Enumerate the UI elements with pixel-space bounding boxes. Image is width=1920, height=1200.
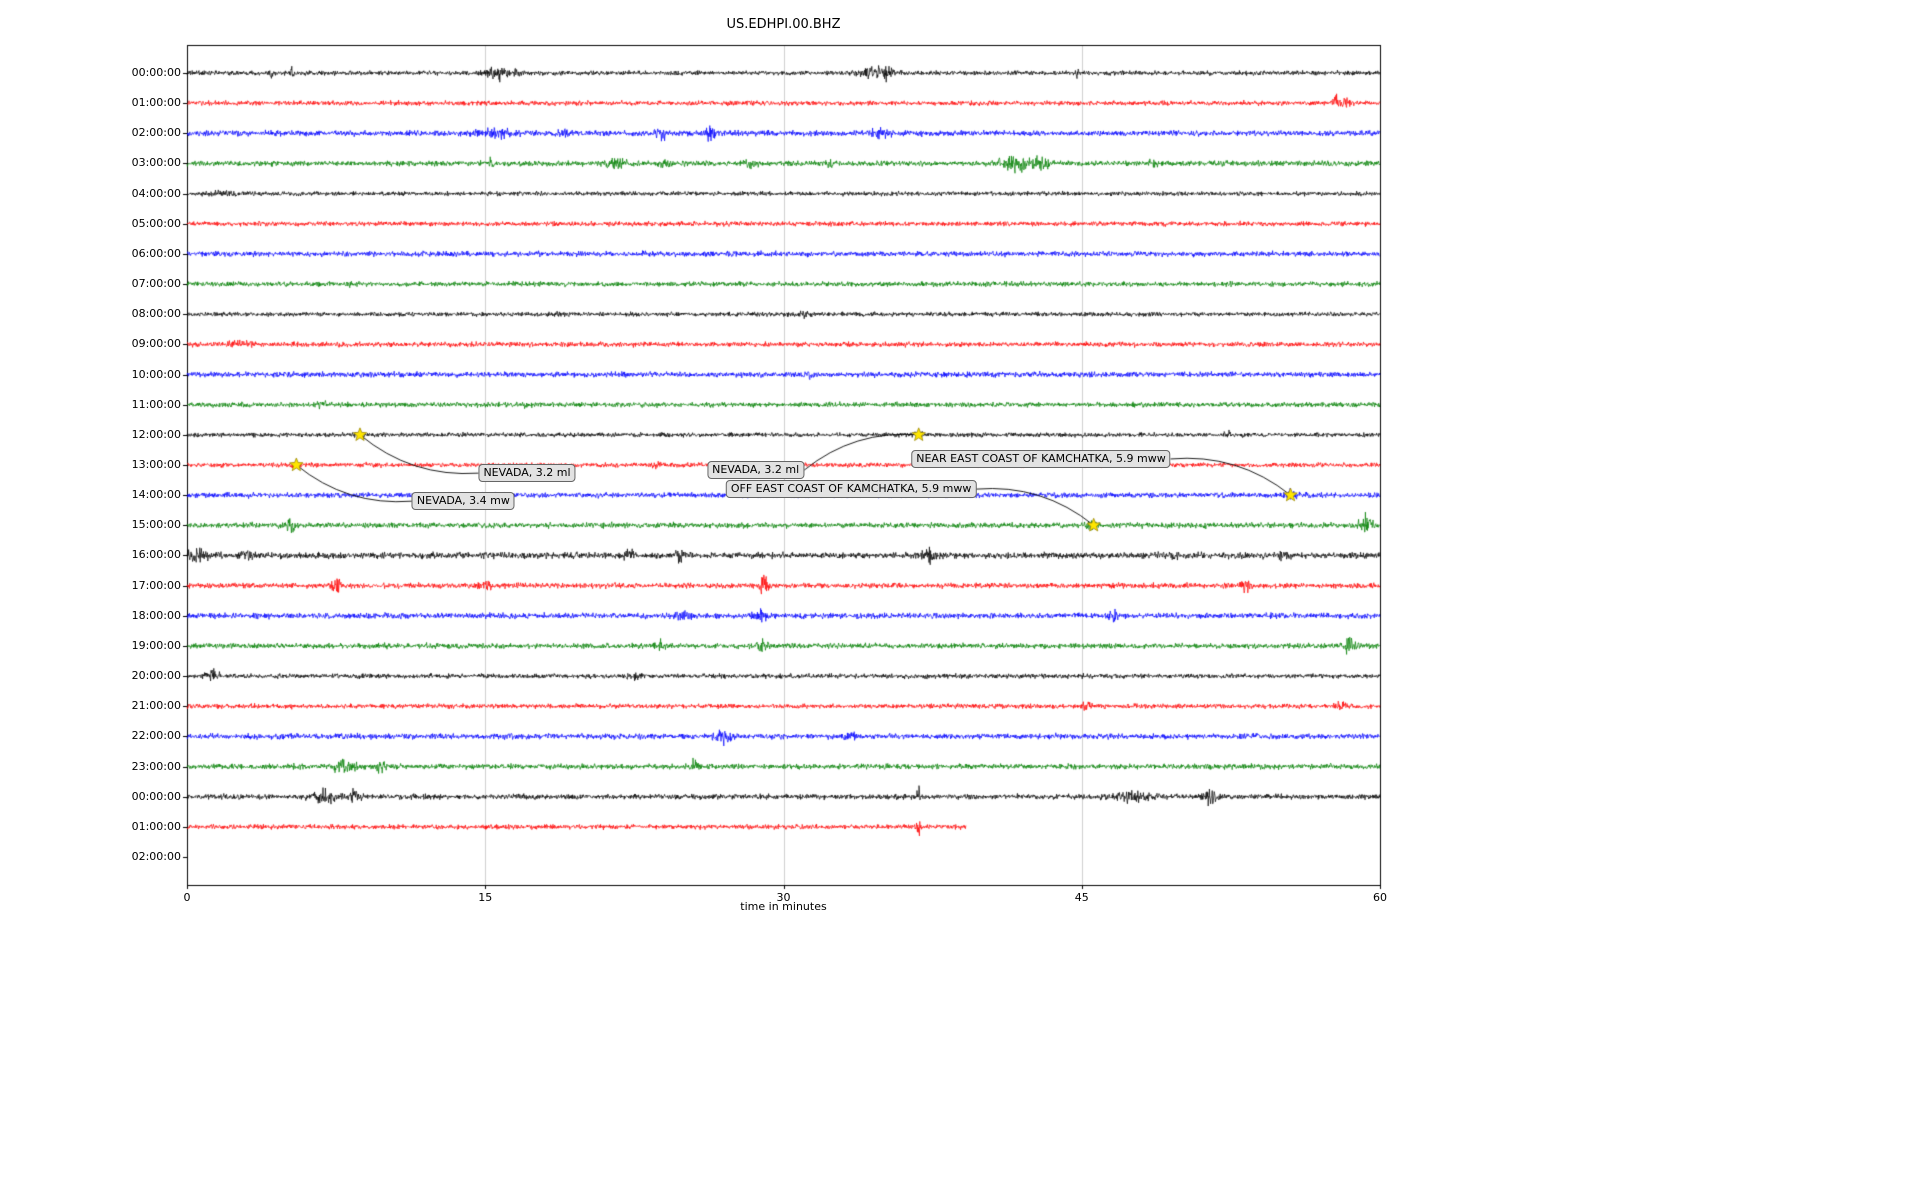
y-tick-label: 04:00:00 <box>131 186 181 200</box>
y-tick-label: 13:00:00 <box>131 457 181 471</box>
y-tick-label: 07:00:00 <box>131 277 181 291</box>
event-annotation: NEAR EAST COAST OF KAMCHATKA, 5.9 mww <box>911 449 1171 468</box>
event-annotation: NEVADA, 3.2 ml <box>478 464 576 483</box>
y-tick-label: 11:00:00 <box>131 397 181 411</box>
y-tick-label: 01:00:00 <box>131 96 181 110</box>
y-tick-label: 17:00:00 <box>131 578 181 592</box>
event-annotation: NEVADA, 3.2 ml <box>707 461 805 480</box>
event-annotation: OFF EAST COAST OF KAMCHATKA, 5.9 mww <box>725 480 977 499</box>
y-tick-label: 22:00:00 <box>131 729 181 743</box>
y-tick-label: 01:00:00 <box>131 819 181 833</box>
x-tick-label: 15 <box>478 891 493 904</box>
x-axis-label: time in minutes <box>740 900 827 913</box>
y-tick-label: 10:00:00 <box>131 367 181 381</box>
y-tick-label: 05:00:00 <box>131 216 181 230</box>
y-tick-label: 03:00:00 <box>131 156 181 170</box>
event-annotation: NEVADA, 3.4 mw <box>411 492 515 511</box>
figure-title: US.EDHPI.00.BHZ <box>726 17 841 32</box>
y-tick-label: 15:00:00 <box>131 518 181 532</box>
y-tick-label: 00:00:00 <box>131 66 181 79</box>
y-tick-label: 23:00:00 <box>131 759 181 773</box>
x-tick-label: 30 <box>776 891 791 904</box>
y-tick-label: 02:00:00 <box>131 126 181 140</box>
y-tick-label: 19:00:00 <box>131 638 181 652</box>
y-tick-label: 02:00:00 <box>131 849 181 863</box>
y-tick-label: 16:00:00 <box>131 548 181 562</box>
y-tick-label: 00:00:00 <box>131 789 181 803</box>
y-tick-label: 18:00:00 <box>131 608 181 622</box>
y-tick-label: 14:00:00 <box>131 488 181 502</box>
y-tick-label: 12:00:00 <box>131 427 181 441</box>
x-tick-label: 60 <box>1373 891 1387 904</box>
x-tick-label: 45 <box>1074 891 1089 904</box>
y-tick-label: 20:00:00 <box>131 669 181 683</box>
y-tick-label: 06:00:00 <box>131 246 181 260</box>
x-tick-label: 0 <box>183 891 191 904</box>
y-tick-label: 09:00:00 <box>131 337 181 351</box>
y-tick-label: 08:00:00 <box>131 307 181 321</box>
y-tick-label: 21:00:00 <box>131 699 181 713</box>
